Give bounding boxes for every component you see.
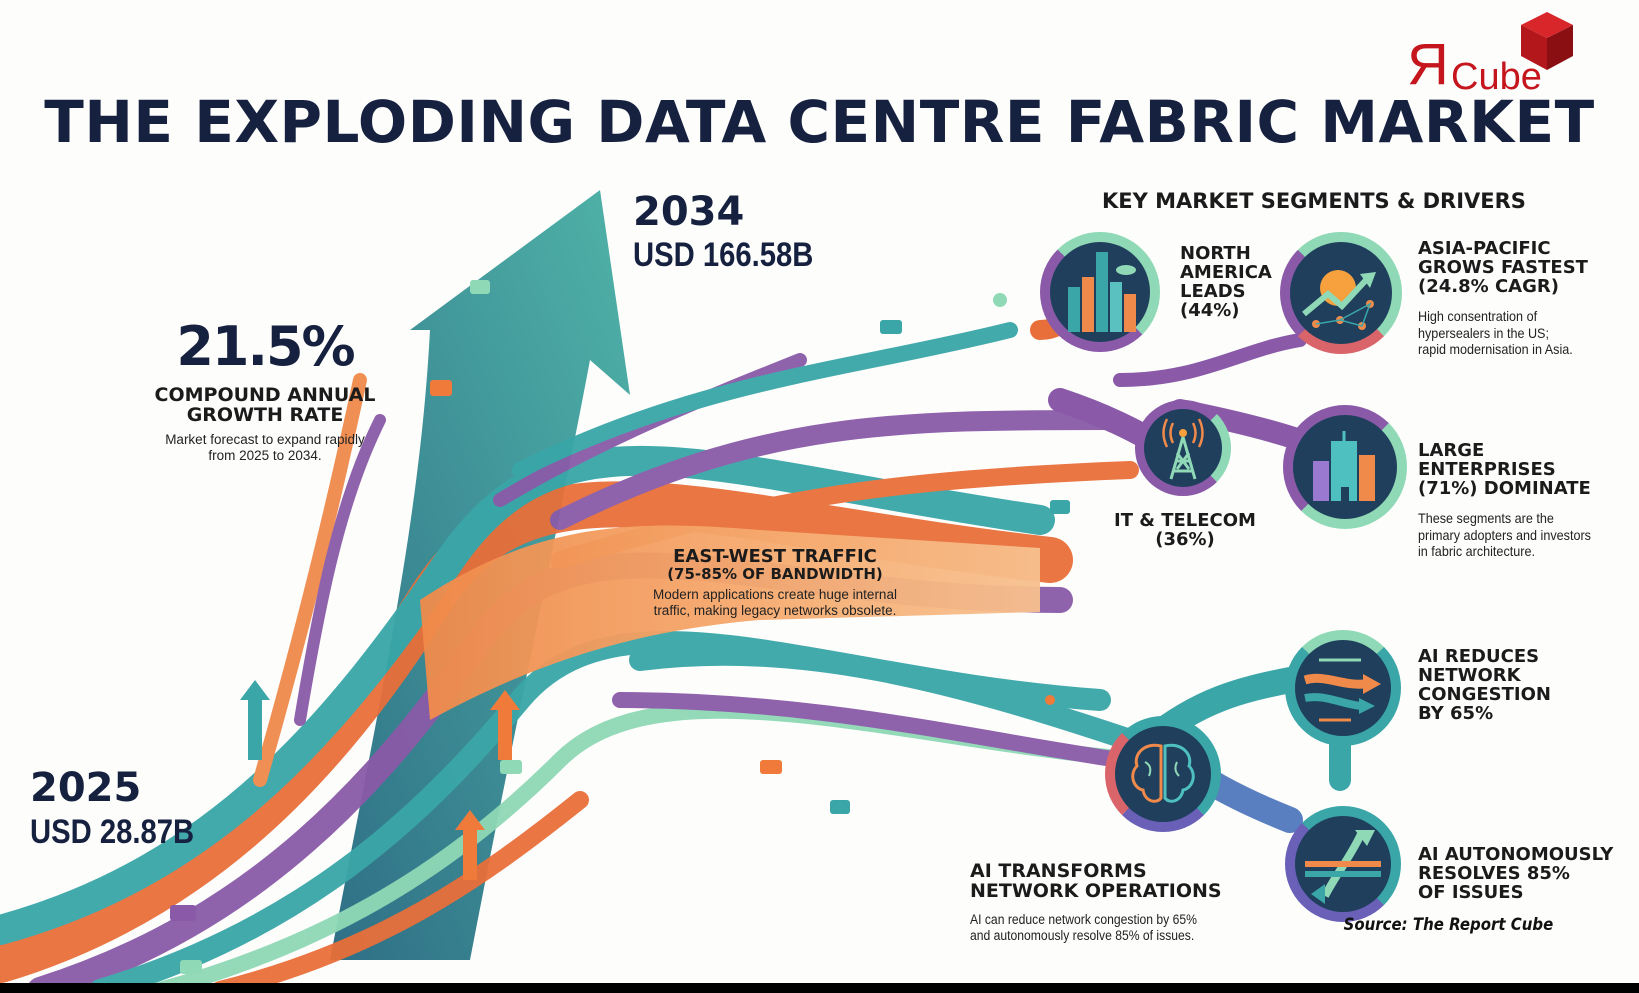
bottom-bar [0, 983, 1639, 993]
cagr-label-line1: COMPOUND ANNUAL [154, 384, 376, 406]
ai-transforms-desc-line2: and autonomously resolve 85% of issues. [970, 927, 1195, 943]
asia-pacific-line3: (24.8% CAGR) [1418, 275, 1559, 297]
cagr-block: 21.5% COMPOUND ANNUAL GROWTH RATE Market… [140, 320, 390, 464]
traffic-desc-line1: Modern applications create huge internal [653, 586, 897, 602]
large-enterprises-label: LARGE ENTERPRISES (71%) DOMINATE [1418, 440, 1591, 499]
ai-resolves-line2: RESOLVES 85% [1418, 862, 1570, 884]
large-enterprises-line3: (71%) DOMINATE [1418, 477, 1591, 499]
brand-logo: R Cube [1379, 10, 1579, 100]
cagr-label-line2: GROWTH RATE [186, 403, 344, 426]
brain-icon [1131, 743, 1195, 803]
ai-reduces-circle [1285, 630, 1401, 746]
ai-transforms-line2: NETWORK OPERATIONS [970, 879, 1222, 902]
north-america-label: NORTH AMERICA LEADS (44%) [1180, 243, 1272, 321]
start-value: USD 28.87B [30, 813, 195, 851]
ai-transforms-desc-line1: AI can reduce network congestion by 65% [970, 912, 1197, 927]
it-telecom-line1: IT & TELECOM [1114, 510, 1256, 531]
traffic-desc-line2: traffic, making legacy networks obsolete… [653, 602, 897, 618]
asia-pacific-desc: High consentration of hypersealers in th… [1418, 308, 1573, 358]
large-enterprises-circle [1283, 405, 1407, 529]
ai-resolves-line3: OF ISSUES [1418, 881, 1524, 903]
large-enterprises-line1: LARGE [1418, 440, 1485, 461]
ai-reduces-line3: CONGESTION [1418, 683, 1551, 705]
ai-resolves-line1: AI AUTONOMOUSLY [1418, 844, 1614, 865]
north-america-circle [1040, 232, 1160, 352]
north-america-line1: NORTH [1180, 243, 1251, 264]
asia-pacific-circle [1280, 232, 1402, 354]
asia-pacific-desc-line2: hypersealers in the US; [1418, 324, 1549, 341]
it-telecom-line2: (36%) [1155, 528, 1215, 550]
asia-pacific-desc-line1: High consentration of [1418, 308, 1538, 324]
asia-pacific-line2: GROWS FASTEST [1418, 256, 1588, 278]
end-year: 2034 [633, 189, 745, 235]
asia-pacific-desc-line3: rapid modernisation in Asia. [1418, 341, 1573, 358]
start-year: 2025 [30, 765, 142, 811]
ai-brain-circle [1105, 716, 1221, 832]
cagr-desc-line1: Market forecast to expand rapidly [165, 431, 365, 447]
ai-transforms-label: AI TRANSFORMS NETWORK OPERATIONS [970, 860, 1222, 902]
ai-transforms-desc: AI can reduce network congestion by 65% … [970, 912, 1197, 944]
ai-reduces-label: AI REDUCES NETWORK CONGESTION BY 65% [1418, 646, 1551, 724]
cagr-value: 21.5% [176, 315, 355, 378]
ai-reduces-line2: NETWORK [1418, 664, 1521, 686]
traffic-title-line2: (75-85% OF BANDWIDTH) [667, 564, 883, 583]
asia-pacific-line1: ASIA-PACIFIC [1418, 238, 1551, 259]
it-telecom-label: IT & TELECOM (36%) [1110, 510, 1260, 550]
asia-pacific-label: ASIA-PACIFIC GROWS FASTEST (24.8% CAGR) [1418, 238, 1588, 297]
flow-arrows-icon [1303, 658, 1381, 722]
north-america-line4: (44%) [1180, 299, 1240, 321]
office-buildings-icon [1313, 431, 1375, 501]
logo-word: Cube [1451, 56, 1542, 98]
segments-heading: KEY MARKET SEGMENTS & DRIVERS [1102, 189, 1526, 213]
ai-resolves-label: AI AUTONOMOUSLY RESOLVES 85% OF ISSUES [1418, 844, 1614, 903]
radio-tower-icon [1162, 418, 1204, 480]
ai-reduces-line4: BY 65% [1418, 702, 1494, 724]
large-enterprises-desc: These segments are the primary adopters … [1418, 510, 1591, 560]
north-america-line2: AMERICA [1180, 261, 1272, 283]
ai-resolves-circle [1285, 806, 1401, 922]
end-value: USD 166.58B [633, 236, 814, 274]
traffic-title-line1: EAST-WEST TRAFFIC [673, 546, 877, 567]
large-enterprises-desc-line2: primary adopters and investors [1418, 526, 1591, 543]
it-telecom-circle [1135, 400, 1231, 496]
source-credit: Source: The Report Cube [1343, 915, 1553, 935]
large-enterprises-desc-line1: These segments are the [1418, 510, 1554, 526]
logo-mark: R [1407, 32, 1449, 97]
switching-arrows-icon [1305, 830, 1381, 904]
red-cube-icon [1521, 12, 1573, 70]
large-enterprises-desc-line3: in fabric architecture. [1418, 543, 1535, 560]
north-america-line3: LEADS [1180, 280, 1246, 302]
large-enterprises-line2: ENTERPRISES [1418, 458, 1556, 480]
sunrise-growth-icon [1302, 270, 1376, 330]
cagr-desc-line2: from 2025 to 2034. [208, 448, 322, 464]
east-west-traffic-block: EAST-WEST TRAFFIC (75-85% OF BANDWIDTH) … [630, 546, 920, 619]
ai-reduces-line1: AI REDUCES [1418, 646, 1540, 667]
page-title: THE EXPLODING DATA CENTRE FABRIC MARKET [44, 88, 1595, 156]
ai-transforms-line1: AI TRANSFORMS [970, 860, 1147, 882]
city-skyline-icon [1068, 252, 1136, 332]
